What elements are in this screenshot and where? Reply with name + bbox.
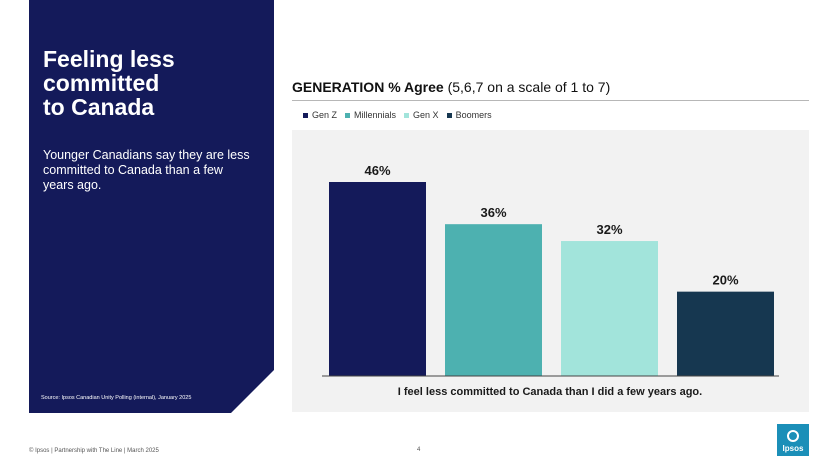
intro-panel: Feeling less committed to Canada Younger… <box>29 0 274 413</box>
footer-credit: © Ipsos | Partnership with The Line | Ma… <box>29 448 159 454</box>
logo-text: Ipsos <box>782 444 804 453</box>
bar-chart: 46% 36% 32% 20% I feel less committed to Can… <box>322 163 779 398</box>
data-label-millennials: 36% <box>480 205 506 220</box>
bar-gen-x <box>561 241 658 376</box>
data-label-boomers: 20% <box>712 273 738 288</box>
legend-label-gen-x: Gen X <box>413 110 439 120</box>
legend-label-boomers: Boomers <box>455 110 492 120</box>
legend-label-gen-z: Gen Z <box>312 110 338 120</box>
logo-mark-icon <box>787 430 799 442</box>
legend-swatch-gen-z <box>303 112 308 118</box>
chart-legend: Gen Z Millennials Gen X Boomers <box>303 110 492 120</box>
legend-item-gen-z: Gen Z <box>303 110 337 120</box>
source-note: Source: Ipsos Canadian Unity Polling (in… <box>41 395 192 401</box>
heading-divider <box>292 100 809 101</box>
legend-swatch-gen-x <box>404 112 410 118</box>
legend-label-millennials: Millennials <box>354 110 397 120</box>
plot-area: 46% 36% 32% 20% I feel less committed to Can… <box>292 130 809 412</box>
ipsos-logo: Ipsos <box>777 424 809 456</box>
bar-gen-z <box>329 182 426 376</box>
legend-swatch-boomers <box>446 112 452 118</box>
slide-title: Feeling less committed to Canada <box>43 46 175 120</box>
data-label-gen-z: 46% <box>364 163 390 178</box>
legend-item-gen-x: Gen X <box>404 110 439 120</box>
slide-description: Younger Canadians say they are less comm… <box>43 148 250 192</box>
chart-heading: GENERATION % Agree (5,6,7 on a scale of … <box>292 79 610 95</box>
chart-heading-scale: (5,6,7 on a scale of 1 to 7) <box>443 79 611 95</box>
bar-boomers <box>677 291 774 376</box>
legend-item-millennials: Millennials <box>345 110 396 120</box>
legend-item-boomers: Boomers <box>446 110 492 120</box>
category-label: I feel less committed to Canada than I d… <box>398 386 702 398</box>
bar-millennials <box>445 224 542 376</box>
data-label-gen-x: 32% <box>596 222 622 237</box>
page-number: 4 <box>417 447 421 453</box>
legend-swatch-millennials <box>345 112 351 118</box>
chart-heading-bold: GENERATION % Agree <box>292 79 444 95</box>
